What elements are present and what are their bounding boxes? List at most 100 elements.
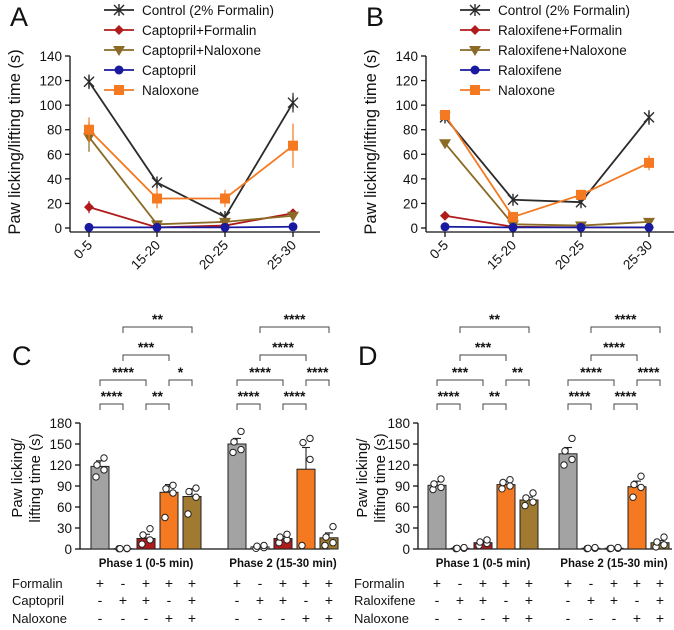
significance-label: **** — [638, 364, 660, 380]
treatment-sign: - — [435, 592, 440, 608]
y-axis-label: Paw licking/lifting time (s) — [6, 49, 24, 234]
significance-label: ** — [152, 311, 163, 327]
phase-label: Phase 2 (15-30 min) — [229, 558, 337, 570]
treatment-sign: + — [479, 575, 487, 591]
data-point — [643, 217, 655, 228]
bar — [427, 484, 447, 550]
significance: **************************************** — [99, 311, 330, 410]
treatment-table: Formalin + - + + + + - + + +Captopril - + + - + - + + - +Nal… — [12, 575, 333, 626]
phase-label: Phase 1 (0-5 min) — [436, 558, 531, 570]
data-point — [560, 461, 568, 469]
significance-label: * — [178, 364, 184, 380]
legend-label: Captopril+Formalin — [142, 23, 256, 38]
treatment-sign: + — [256, 592, 264, 608]
treatment-sign: - — [281, 610, 286, 626]
significance-bracket — [482, 403, 507, 410]
legend-marker — [114, 25, 124, 35]
data-point — [220, 193, 230, 204]
treatment-sign: + — [279, 592, 287, 608]
treatment-row-label: Naloxone — [12, 611, 67, 626]
series-line — [88, 206, 294, 229]
treatment-sign: - — [235, 610, 240, 626]
significance-label: ** — [512, 364, 523, 380]
significance-label: **** — [603, 339, 625, 355]
x-tick-label: 0-5 — [71, 238, 95, 262]
data-point — [237, 445, 245, 454]
data-point — [483, 536, 491, 544]
data-point — [521, 501, 529, 510]
significance-label: **** — [238, 388, 260, 404]
significance-bracket — [505, 379, 530, 386]
legend-marker — [114, 65, 124, 75]
treatment-sign: + — [456, 592, 464, 608]
panel-letter-b: B — [366, 2, 384, 32]
series-naloxone — [440, 109, 654, 222]
significance-bracket — [236, 379, 284, 386]
data-point — [219, 217, 231, 228]
treatment-sign: + — [633, 610, 641, 626]
data-point — [439, 139, 451, 150]
data-point — [660, 541, 668, 549]
data-point — [299, 438, 307, 447]
bar-group-phase2-1 — [558, 434, 578, 550]
data-point — [529, 489, 537, 497]
significance-bracket — [590, 354, 638, 361]
treatment-sign: + — [188, 592, 196, 608]
legend-label: Raloxifene+Naloxone — [498, 43, 627, 58]
data-point — [630, 480, 638, 489]
legend: Control (2% Formalin) Raloxifene+Formalin… — [460, 3, 630, 98]
legend-marker — [114, 85, 124, 95]
treatment-sign: - — [98, 592, 103, 608]
y-tick-label: 150 — [49, 437, 72, 452]
bar-panel-d: D 0 30 60 90 120 150 180 Paw licking/lifting tim… — [354, 311, 672, 626]
significance-label: *** — [475, 339, 492, 355]
bar-group-phase1-3 — [473, 536, 493, 550]
data-point — [84, 222, 94, 232]
y-tick-label: 100 — [39, 98, 62, 113]
treatment-sign: - — [458, 610, 463, 626]
bar — [227, 443, 247, 550]
significance-bracket — [459, 326, 530, 333]
significance-label: **** — [615, 388, 637, 404]
treatment-row-label: Naloxone — [354, 611, 409, 626]
data-point — [637, 483, 645, 492]
significance-label: ** — [152, 388, 163, 404]
data-point — [237, 427, 245, 436]
data-point — [230, 438, 238, 446]
series-line — [444, 142, 650, 227]
bar-group-phase1-2 — [450, 543, 470, 553]
treatment-sign: - — [504, 592, 509, 608]
y-axis-label: lifting time (s) — [372, 433, 389, 522]
data-point — [169, 481, 177, 489]
significance-label: *** — [138, 339, 155, 355]
bar-group-phase2-4 — [296, 434, 316, 550]
significance-label: **** — [112, 364, 134, 380]
data-point — [568, 455, 576, 464]
data-point — [93, 461, 101, 469]
data-point — [437, 475, 445, 483]
treatment-sign: - — [98, 610, 103, 626]
legend-label: Naloxone — [498, 83, 555, 98]
treatment-sign: + — [302, 575, 310, 591]
data-point — [288, 222, 298, 232]
legend: Control (2% Formalin) Captopril+Formalin C… — [104, 3, 274, 98]
data-point — [116, 544, 124, 553]
data-point — [440, 210, 450, 221]
treatment-sign: + — [502, 610, 510, 626]
data-point — [123, 544, 131, 552]
significance-label: **** — [615, 311, 637, 327]
data-point — [146, 525, 154, 533]
treatment-sign: + — [587, 592, 595, 608]
y-axis-label: Paw licking/lifting time (s) — [362, 49, 380, 234]
bar-group-phase2-2 — [581, 543, 601, 553]
data-point — [185, 487, 193, 496]
y-axis-label: Paw licking/ — [354, 438, 371, 518]
data-point — [287, 96, 299, 109]
y-tick-label: 60 — [57, 500, 72, 515]
data-point — [644, 157, 654, 168]
y-tick-label: 40 — [47, 172, 62, 187]
y-tick-label: 150 — [387, 437, 410, 452]
series-line — [89, 225, 294, 229]
data-point — [92, 473, 100, 481]
significance-label: ** — [489, 311, 500, 327]
